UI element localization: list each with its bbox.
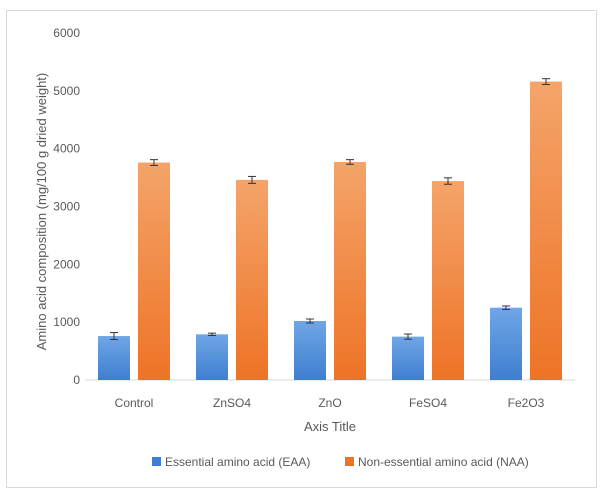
- bar-naa-zno: [334, 161, 366, 380]
- error-bar: [444, 177, 452, 185]
- bar-eaa-zno: [294, 321, 326, 380]
- y-tick-label: 6000: [53, 26, 80, 40]
- x-tick-label: FeSO4: [409, 396, 447, 410]
- legend-swatch-naa: [345, 457, 354, 466]
- y-axis-ticks: 0 1000 2000 3000 4000 5000 6000: [53, 26, 80, 387]
- x-tick-label: ZnSO4: [213, 396, 251, 410]
- x-tick-label: Control: [115, 396, 154, 410]
- y-tick-label: 1000: [53, 315, 80, 329]
- bar-eaa-fe2o3: [490, 307, 522, 380]
- legend-label-eaa: Essential amino acid (EAA): [165, 455, 310, 469]
- error-bar: [404, 333, 412, 340]
- y-tick-label: 4000: [53, 142, 80, 156]
- error-bar: [346, 159, 354, 165]
- bar-naa-fe2o3: [530, 81, 562, 380]
- legend-swatch-eaa: [152, 457, 161, 466]
- error-bar: [208, 332, 216, 336]
- x-axis-ticks: Control ZnSO4 ZnO FeSO4 Fe2O3: [115, 396, 545, 410]
- bar-naa-feso4: [432, 181, 464, 380]
- error-bar: [110, 332, 118, 341]
- y-tick-label: 5000: [53, 84, 80, 98]
- y-tick-label: 3000: [53, 200, 80, 214]
- bar-eaa-znso4: [196, 334, 228, 380]
- bars-group: [98, 78, 562, 380]
- y-axis-title: Amino acid composition (mg/100 g dried w…: [34, 73, 49, 350]
- bar-naa-control: [138, 162, 170, 380]
- error-bar: [150, 159, 158, 166]
- bar-naa-znso4: [236, 179, 268, 380]
- legend-label-naa: Non-essential amino acid (NAA): [358, 455, 529, 469]
- chart-frame: [6, 10, 597, 488]
- x-tick-label: ZnO: [318, 396, 341, 410]
- x-tick-label: Fe2O3: [508, 396, 545, 410]
- y-tick-label: 0: [73, 373, 80, 387]
- y-tick-label: 2000: [53, 257, 80, 271]
- bar-eaa-feso4: [392, 336, 424, 380]
- legend: Essential amino acid (EAA) Non-essential …: [152, 455, 529, 469]
- error-bar: [542, 78, 550, 85]
- error-bar: [306, 318, 314, 324]
- bar-eaa-control: [98, 336, 130, 380]
- x-axis-title: Axis Title: [304, 419, 356, 434]
- error-bar: [248, 175, 256, 184]
- error-bar: [502, 305, 510, 310]
